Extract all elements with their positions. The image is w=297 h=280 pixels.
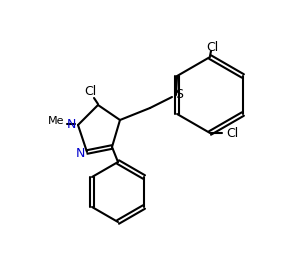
Text: S: S (175, 88, 183, 101)
Text: Cl: Cl (226, 127, 238, 139)
Text: Me: Me (48, 116, 64, 126)
Text: N: N (75, 146, 85, 160)
Text: Cl: Cl (206, 41, 218, 53)
Text: Cl: Cl (84, 85, 96, 97)
Text: N: N (66, 118, 76, 130)
